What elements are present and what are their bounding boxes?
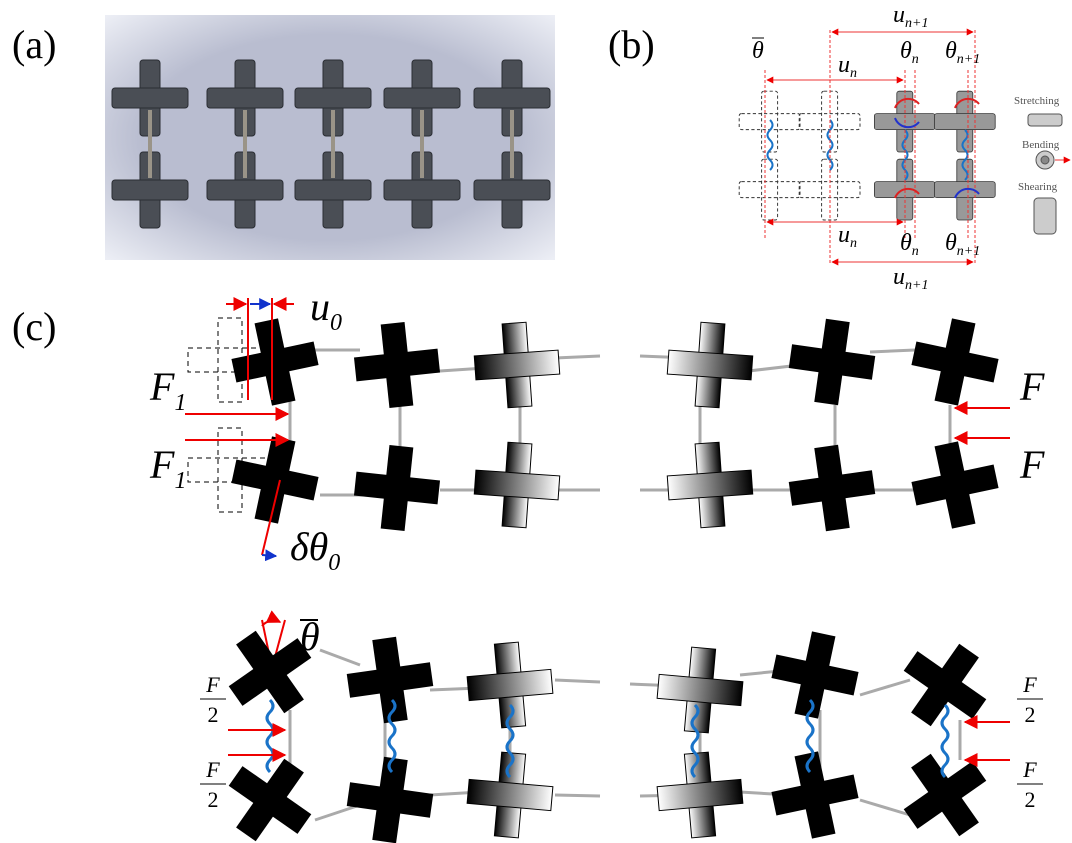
schematic-c-top <box>185 298 1010 556</box>
cross <box>212 742 329 843</box>
cross <box>654 644 745 735</box>
symbol: un+1 <box>893 264 928 293</box>
shape: 1 <box>174 468 186 494</box>
shape <box>874 91 995 220</box>
shape <box>1034 198 1056 234</box>
shape <box>765 30 975 265</box>
shape: n <box>850 66 857 81</box>
cross <box>905 312 1005 412</box>
shape: u <box>838 52 850 78</box>
shape <box>290 400 950 455</box>
symbol: θn+1 <box>945 230 980 259</box>
cross <box>887 627 1004 744</box>
legend-label: Bending <box>1022 139 1060 151</box>
symbol: F <box>1019 364 1045 409</box>
fraction-num: F <box>205 757 220 782</box>
shape: δθ <box>290 524 328 569</box>
shape: F <box>149 364 175 409</box>
shape: θ <box>752 38 764 64</box>
shape: n+1 <box>957 52 980 67</box>
cross <box>654 749 745 840</box>
shape <box>1028 114 1062 234</box>
shape: F <box>1019 442 1045 487</box>
cross <box>665 320 755 410</box>
shape: u <box>893 264 905 290</box>
shape: n+1 <box>905 278 928 293</box>
symbol: F1 <box>149 442 186 494</box>
shape <box>267 700 948 777</box>
shape: 0 <box>330 310 342 336</box>
shape: θ <box>900 38 912 64</box>
shape <box>1041 156 1049 164</box>
cross <box>739 159 800 220</box>
cross <box>765 745 865 843</box>
shape: n <box>850 236 857 251</box>
symbol: un+1 <box>893 2 928 31</box>
symbol: F1 <box>149 364 186 416</box>
cross <box>739 91 800 152</box>
cross <box>225 430 325 530</box>
fraction-den: 2 <box>1025 787 1036 812</box>
shape <box>185 298 1010 555</box>
fraction-den: 2 <box>208 702 219 727</box>
schematic-c-bottom <box>212 614 1010 843</box>
cross <box>351 442 443 534</box>
fractions: F 2 F 2 F 2 F 2 <box>200 672 1043 812</box>
symbol: θ <box>752 38 764 64</box>
cross <box>765 625 865 725</box>
symbol: un <box>838 52 857 81</box>
symbol: un <box>838 222 857 251</box>
symbol: θn <box>900 38 919 67</box>
shape <box>767 32 973 262</box>
shape: n <box>912 52 919 67</box>
cross <box>785 315 880 410</box>
shape <box>768 120 773 170</box>
shape: u <box>893 2 905 28</box>
fraction-den: 2 <box>1025 702 1036 727</box>
fraction-num: F <box>205 672 220 697</box>
symbol: F <box>1019 442 1045 487</box>
shape: u <box>838 222 850 248</box>
shape: θ <box>900 230 912 256</box>
shape <box>262 555 276 556</box>
shape: n+1 <box>957 244 980 259</box>
cross <box>472 440 562 530</box>
shape: n <box>912 244 919 259</box>
shape: θ <box>945 230 957 256</box>
cross <box>472 320 562 410</box>
shape: u <box>310 284 330 329</box>
panel-label: (a) <box>12 22 56 67</box>
cross <box>351 319 443 411</box>
shape <box>262 621 280 626</box>
symbol: δθ0 <box>290 524 340 576</box>
cross <box>905 435 1005 535</box>
shape: n+1 <box>905 16 928 31</box>
panel-label: (b) <box>608 22 655 67</box>
fraction-num: F <box>1022 672 1037 697</box>
fraction-num: F <box>1022 757 1037 782</box>
shape: F <box>149 442 175 487</box>
cross <box>934 91 995 152</box>
cross <box>665 440 755 530</box>
shape: F <box>1019 364 1045 409</box>
shape <box>739 91 860 220</box>
shape: 0 <box>328 550 340 576</box>
shape <box>267 700 273 772</box>
shape <box>228 722 1010 760</box>
symbol: u0 <box>310 284 342 336</box>
panel-label: (c) <box>12 304 56 349</box>
legend-label: Shearing <box>1018 181 1058 193</box>
shape: 1 <box>174 390 186 416</box>
legend-label: Stretching <box>1014 95 1060 107</box>
symbol: θn <box>900 230 919 259</box>
shape <box>942 705 948 777</box>
shape: θ <box>945 38 957 64</box>
fraction-den: 2 <box>208 787 219 812</box>
figure: (a) (b) θ un+1 un θn θn+1 un θn θn+1 un+… <box>0 0 1072 843</box>
photo <box>105 15 555 260</box>
shape <box>1028 114 1062 126</box>
cross <box>785 441 880 536</box>
